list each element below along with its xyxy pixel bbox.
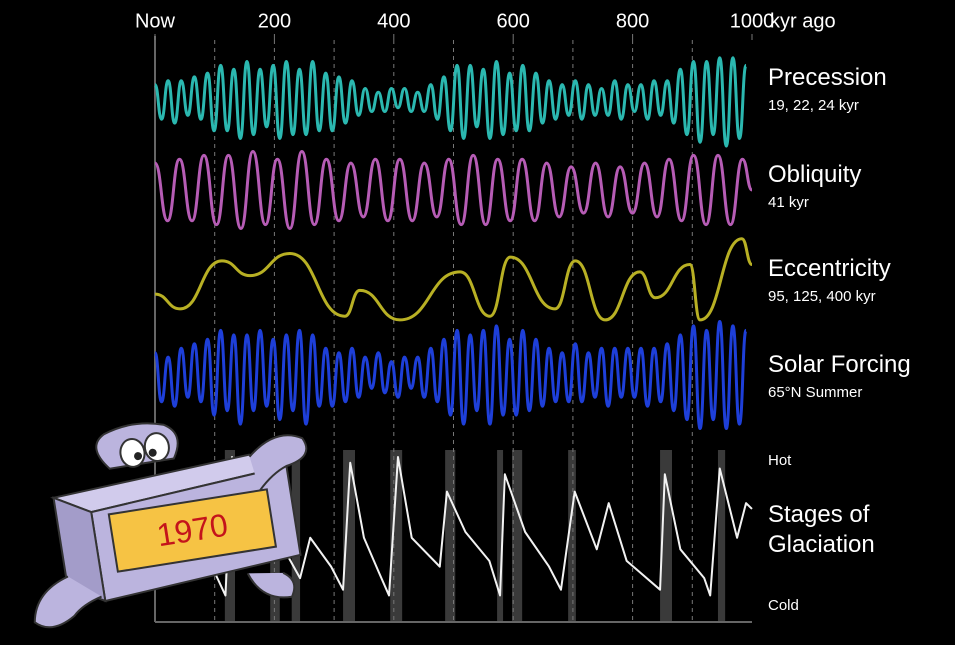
shaded-interval [497,450,504,622]
shaded-interval [568,450,576,622]
x-tick-label: 1000 [730,10,775,32]
shaded-interval [660,450,673,622]
shaded-interval [390,450,403,622]
series-note: 19, 22, 24 kyr [768,97,859,114]
x-axis-label: kyr ago [770,10,836,32]
series-line [154,237,753,322]
series-name: Stages of Glaciation [768,501,875,558]
series-note: 65°N Summer [768,384,863,401]
annotation: Hot [768,452,792,469]
series-note: 41 kyr [768,194,809,211]
x-tick-label: 600 [497,10,530,32]
series-note: 95, 125, 400 kyr [768,288,876,305]
x-tick-label: 200 [258,10,291,32]
shaded-interval [445,450,456,622]
annotation: Cold [768,597,799,614]
series-name: Obliquity [768,161,862,188]
series-line [153,150,754,230]
x-tick-label: Now [135,10,176,32]
cartoon-box-side [52,496,107,603]
series-name: Eccentricity [768,255,891,282]
cartoon-arm [33,575,102,629]
cartoon-plate [107,488,278,573]
shaded-interval [512,450,523,622]
shaded-interval [343,450,355,622]
cartoon-pupil [148,448,157,457]
x-tick-label: 800 [616,10,649,32]
series-line [153,56,748,148]
x-tick-label: 400 [377,10,410,32]
cartoon-pupil [134,452,143,461]
series-name: Precession [768,64,887,91]
cartoon-leg [246,571,296,599]
series-line [153,319,748,431]
series-name: Solar Forcing [768,351,911,378]
cartoon-arm [248,434,308,492]
shaded-interval [717,450,726,622]
